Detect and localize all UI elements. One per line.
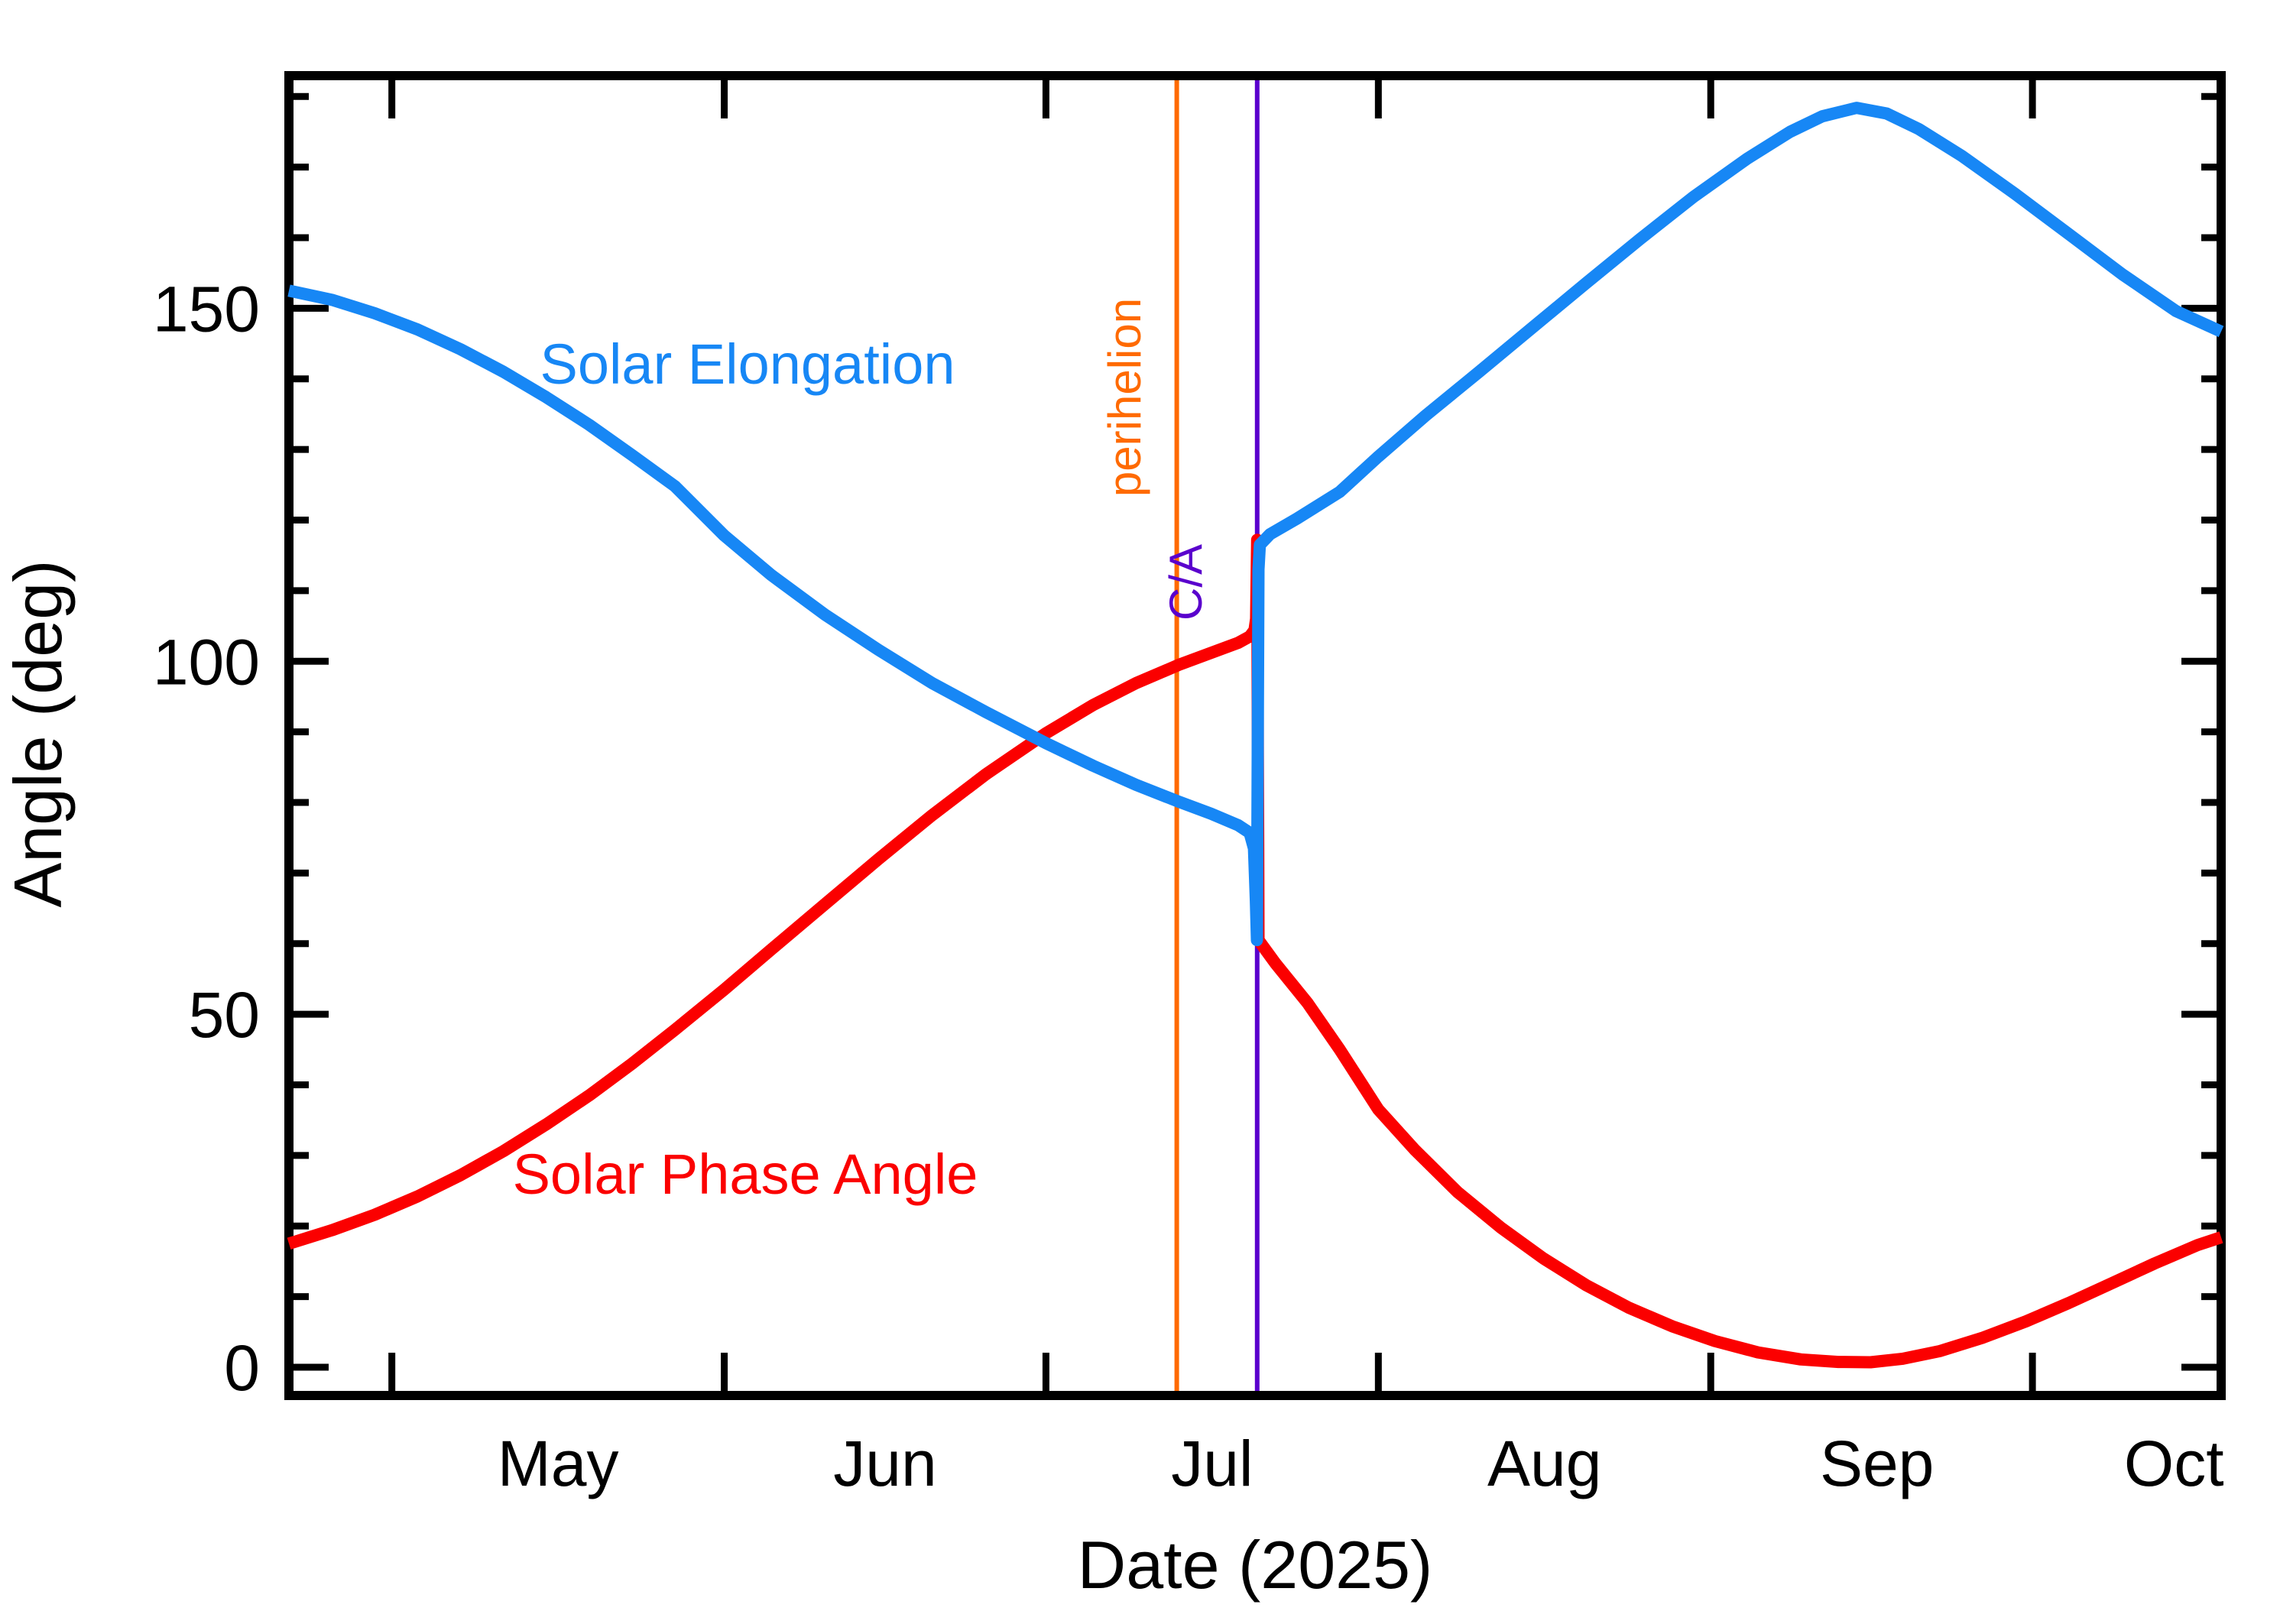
month-label-Sep: Sep bbox=[1820, 1428, 1934, 1499]
y-axis-title: Angle (deg) bbox=[0, 560, 76, 908]
month-label-Jul: Jul bbox=[1171, 1428, 1253, 1499]
y-tick-label-150: 150 bbox=[153, 273, 260, 345]
elongation-label: Solar Elongation bbox=[540, 332, 955, 396]
y-tick-label-100: 100 bbox=[153, 626, 260, 698]
month-label-May: May bbox=[498, 1428, 619, 1499]
month-label-Oct: Oct bbox=[2124, 1428, 2224, 1499]
y-tick-label-0: 0 bbox=[224, 1332, 260, 1404]
month-label-Aug: Aug bbox=[1487, 1428, 1601, 1499]
closest-approach-label: C/A bbox=[1160, 544, 1211, 621]
month-label-Jun: Jun bbox=[833, 1428, 936, 1499]
perihelion-label: perihelion bbox=[1099, 298, 1150, 497]
elongation-curve bbox=[287, 102, 2224, 947]
phase-label: Solar Phase Angle bbox=[513, 1143, 978, 1206]
plot-frame bbox=[284, 71, 2226, 1400]
y-tick-label-50: 50 bbox=[189, 979, 260, 1051]
x-axis-title: Date (2025) bbox=[1078, 1527, 1433, 1603]
